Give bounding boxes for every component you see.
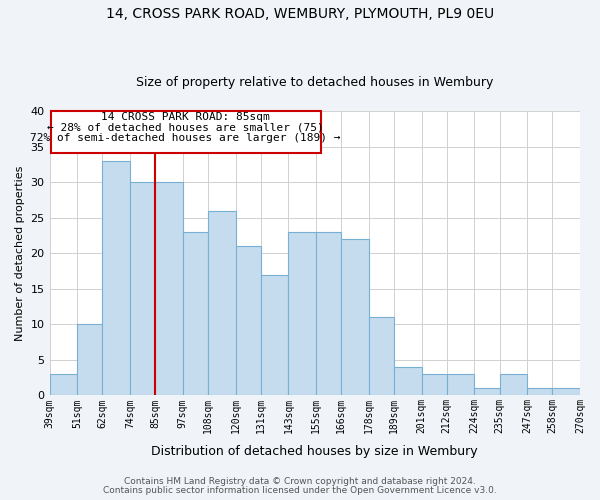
Bar [183, 232, 208, 396]
Bar [208, 211, 236, 396]
Text: Contains HM Land Registry data © Crown copyright and database right 2024.: Contains HM Land Registry data © Crown c… [124, 477, 476, 486]
Bar [394, 367, 422, 396]
Text: 14 CROSS PARK ROAD: 85sqm: 14 CROSS PARK ROAD: 85sqm [101, 112, 270, 122]
Bar [553, 388, 580, 396]
Text: 14, CROSS PARK ROAD, WEMBURY, PLYMOUTH, PL9 0EU: 14, CROSS PARK ROAD, WEMBURY, PLYMOUTH, … [106, 8, 494, 22]
X-axis label: Distribution of detached houses by size in Wembury: Distribution of detached houses by size … [151, 444, 478, 458]
Bar [369, 318, 394, 396]
Text: Contains public sector information licensed under the Open Government Licence v3: Contains public sector information licen… [103, 486, 497, 495]
Bar [103, 161, 130, 396]
Bar [422, 374, 447, 396]
Bar [50, 374, 77, 396]
Bar [77, 324, 103, 396]
Bar [341, 239, 369, 396]
Text: 72% of semi-detached houses are larger (189) →: 72% of semi-detached houses are larger (… [31, 133, 341, 143]
Bar [316, 232, 341, 396]
Bar [289, 232, 316, 396]
Bar [447, 374, 475, 396]
Bar [130, 182, 155, 396]
Bar [261, 274, 289, 396]
Text: ← 28% of detached houses are smaller (75): ← 28% of detached houses are smaller (75… [47, 122, 324, 132]
Bar [527, 388, 553, 396]
Bar [500, 374, 527, 396]
Bar [236, 246, 261, 396]
Bar [475, 388, 500, 396]
Bar [155, 182, 183, 396]
Title: Size of property relative to detached houses in Wembury: Size of property relative to detached ho… [136, 76, 493, 90]
Y-axis label: Number of detached properties: Number of detached properties [15, 166, 25, 341]
Bar [50, 112, 320, 152]
